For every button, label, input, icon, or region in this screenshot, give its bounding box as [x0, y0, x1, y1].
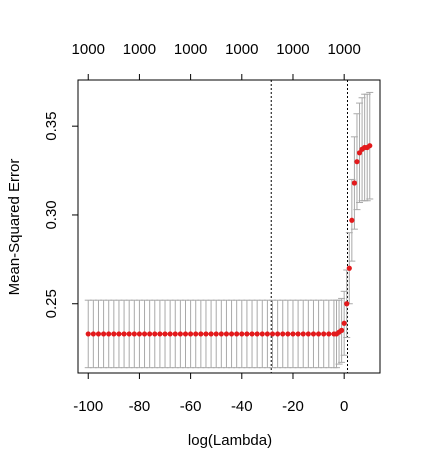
data-point: [259, 331, 265, 337]
data-point: [136, 331, 143, 337]
data-point: [213, 331, 219, 337]
data-point: [351, 180, 358, 186]
data-point: [367, 143, 373, 149]
data-point: [121, 331, 127, 337]
top-tick-label: 1000: [174, 41, 207, 58]
data-point: [310, 331, 317, 337]
data-point: [239, 331, 245, 337]
data-point: [131, 331, 137, 337]
data-point: [182, 331, 189, 337]
top-tick-label: 1000: [276, 41, 309, 58]
x-tick-label: -40: [231, 398, 253, 415]
data-point: [300, 331, 306, 337]
data-point: [147, 331, 153, 337]
data-point: [95, 331, 102, 337]
data-point: [188, 331, 194, 337]
y-axis-label: Mean-Squared Error: [6, 159, 23, 296]
x-axis-label: log(Lambda): [188, 432, 272, 449]
data-point: [290, 331, 296, 337]
x-tick-label: 0: [340, 398, 348, 415]
y-tick-label: 0.25: [43, 289, 60, 318]
y-tick-label: 0.35: [43, 112, 60, 141]
data-point: [172, 331, 178, 337]
data-point: [354, 159, 360, 165]
x-tick-label: -20: [282, 398, 304, 415]
top-tick-label: 1000: [327, 41, 360, 58]
data-point: [305, 331, 311, 337]
data-point: [203, 331, 209, 337]
data-point: [141, 331, 148, 337]
data-point: [234, 331, 240, 337]
y-tick-label: 0.30: [43, 200, 60, 229]
data-point: [341, 320, 347, 326]
x-tick-label: -100: [73, 398, 103, 415]
top-tick-label: 1000: [123, 41, 156, 58]
data-point: [280, 331, 286, 337]
data-point: [254, 331, 260, 337]
data-point: [218, 331, 224, 337]
data-point: [85, 331, 91, 337]
data-point: [321, 331, 327, 337]
data-point: [193, 331, 199, 337]
data-point: [126, 331, 132, 337]
data-point: [106, 331, 112, 337]
data-point: [244, 331, 250, 337]
x-tick-label: -80: [129, 398, 151, 415]
data-point: [100, 331, 107, 337]
data-point: [349, 217, 355, 223]
data-point: [249, 331, 255, 337]
data-point: [177, 331, 183, 337]
data-point: [208, 331, 214, 337]
data-point: [223, 331, 230, 337]
reference-lines: [270, 80, 348, 373]
top-tick-label: 1000: [72, 41, 105, 58]
data-point: [269, 331, 276, 337]
data-point: [264, 331, 270, 337]
axes: -100 -80 -60 -40 -20 0 0.25 0.30 0.35 1000 1000 100…: [43, 41, 361, 415]
data-point: [157, 331, 163, 337]
data-point: [275, 331, 281, 337]
data-points: [85, 143, 373, 337]
data-point: [326, 331, 332, 337]
top-tick-label: 1000: [225, 41, 258, 58]
x-tick-label: -60: [180, 398, 202, 415]
data-point: [315, 331, 322, 337]
data-point: [111, 331, 117, 337]
data-point: [228, 331, 235, 337]
data-point: [152, 331, 158, 337]
data-point: [116, 331, 122, 337]
data-point: [285, 331, 291, 337]
data-point: [346, 265, 352, 271]
data-point: [167, 331, 173, 337]
data-point: [162, 331, 168, 337]
data-point: [344, 301, 350, 307]
data-point: [90, 331, 96, 337]
data-point: [295, 331, 301, 337]
data-point: [198, 331, 204, 337]
data-point: [339, 327, 345, 333]
